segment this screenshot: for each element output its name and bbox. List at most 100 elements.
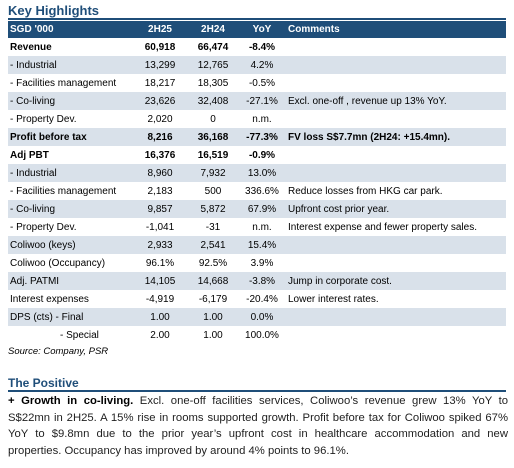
- cell-2h25: 2,020: [147, 113, 173, 125]
- positive-body: Excl. one-off facilities services, Coliw…: [8, 395, 508, 457]
- row-label: Revenue: [10, 41, 52, 53]
- cell-2h24: 5,872: [188, 200, 238, 218]
- cell-yoy: -20.4%: [246, 293, 278, 305]
- cell-yoy: -27.1%: [238, 92, 286, 110]
- source-note: Source: Company, PSR: [8, 346, 109, 357]
- cell-2h24: 500: [204, 185, 222, 197]
- row-label: - Industrial: [8, 164, 132, 182]
- cell-2h24: 14,668: [188, 272, 238, 290]
- table-row: - Co-living 23,626 32,408 -27.1% Excl. one-o…: [8, 92, 506, 110]
- cell-2h24: 12,765: [188, 56, 238, 74]
- table-row: Coliwoo (Occupancy) 96.1% 92.5% 3.9%: [8, 254, 506, 272]
- cell-comment: Upfront cost prior year.: [286, 200, 506, 218]
- cell-yoy: -3.8%: [238, 272, 286, 290]
- cell-2h24: 32,408: [188, 92, 238, 110]
- row-label: Adj. PATMI: [8, 272, 132, 290]
- table-row: - Facilities management 18,217 18,305 -0.5%: [8, 74, 506, 92]
- cell-2h25: -4,919: [145, 293, 175, 305]
- table-row: - Facilities management 2,183 500 336.6% Red…: [8, 182, 506, 200]
- cell-comment: [286, 74, 506, 92]
- cell-yoy: 336.6%: [245, 185, 279, 197]
- cell-comment: [286, 38, 506, 56]
- table-row: - Property Dev. 2,020 0 n.m.: [8, 110, 506, 128]
- cell-2h25: 23,626: [132, 92, 188, 110]
- table-row: Revenue 60,918 66,474 -8.4%: [8, 38, 506, 56]
- cell-comment: Interest expense and fewer property sale…: [288, 221, 477, 233]
- row-label: DPS (cts) - Final: [8, 308, 132, 326]
- row-label: - Facilities management: [10, 185, 117, 197]
- cell-yoy: n.m.: [252, 221, 272, 233]
- table-row: - Special 2.00 1.00 100.0%: [8, 326, 506, 344]
- cell-2h24: 66,474: [197, 41, 229, 53]
- table-row: Profit before tax 8,216 36,168 -77.3% FV los…: [8, 128, 506, 146]
- table-row: - Co-living 9,857 5,872 67.9% Upfront cost p…: [8, 200, 506, 218]
- cell-yoy: n.m.: [252, 113, 272, 125]
- cell-2h25: 13,299: [132, 56, 188, 74]
- title-divider: [8, 18, 506, 20]
- cell-2h24: 0: [210, 113, 216, 125]
- table-row: Interest expenses -4,919 -6,179 -20.4% Lower…: [8, 290, 506, 308]
- row-label: - Property Dev.: [10, 113, 77, 125]
- cell-yoy: 3.9%: [250, 257, 274, 269]
- cell-2h24: 18,305: [197, 77, 229, 89]
- table-row: Coliwoo (keys) 2,933 2,541 15.4%: [8, 236, 506, 254]
- cell-comment: FV loss S$7.7mn (2H24: +15.4mn).: [286, 128, 506, 146]
- cell-2h24: 7,932: [188, 164, 238, 182]
- cell-2h24: 1.00: [203, 329, 223, 341]
- table-header-row: SGD '000 2H25 2H24 YoY Comments: [8, 21, 506, 38]
- cell-comment: [286, 236, 506, 254]
- cell-comment: [286, 146, 506, 164]
- cell-yoy: 0.0%: [238, 308, 286, 326]
- cell-comment: [286, 326, 506, 344]
- cell-2h24: 2,541: [188, 236, 238, 254]
- row-label: Interest expenses: [10, 293, 89, 305]
- cell-comment: [286, 308, 506, 326]
- positive-lead: + Growth in co-living.: [8, 395, 134, 407]
- row-label: - Property Dev.: [10, 221, 77, 233]
- col-header-comments: Comments: [286, 21, 506, 38]
- cell-2h25: 18,217: [144, 77, 176, 89]
- cell-2h24: 36,168: [188, 128, 238, 146]
- cell-2h25: 2.00: [150, 329, 170, 341]
- key-highlights-title: Key Highlights: [8, 3, 100, 18]
- cell-yoy: 15.4%: [238, 236, 286, 254]
- cell-2h25: 8,216: [132, 128, 188, 146]
- cell-2h25: 8,960: [132, 164, 188, 182]
- cell-comment: Jump in corporate cost.: [286, 272, 506, 290]
- cell-2h25: 16,376: [144, 149, 176, 161]
- row-label: - Co-living: [8, 200, 132, 218]
- positive-title: The Positive: [8, 376, 79, 390]
- cell-yoy: -0.9%: [248, 149, 276, 161]
- table-body: Revenue 60,918 66,474 -8.4% - Industrial 13,2…: [8, 38, 506, 344]
- cell-yoy: 100.0%: [245, 329, 279, 341]
- positive-divider: [8, 390, 506, 392]
- cell-2h25: 2,933: [132, 236, 188, 254]
- cell-2h25: 14,105: [132, 272, 188, 290]
- cell-2h24: 92.5%: [198, 257, 228, 269]
- cell-2h25: 60,918: [144, 41, 176, 53]
- cell-yoy: -0.5%: [248, 77, 276, 89]
- cell-2h25: -1,041: [145, 221, 175, 233]
- cell-2h24: 1.00: [188, 308, 238, 326]
- cell-2h25: 2,183: [147, 185, 173, 197]
- cell-2h24: -31: [205, 221, 221, 233]
- row-label: - Industrial: [8, 56, 132, 74]
- cell-2h25: 1.00: [132, 308, 188, 326]
- cell-comment: [286, 56, 506, 74]
- cell-comment: [286, 110, 506, 128]
- cell-comment: Excl. one-off , revenue up 13% YoY.: [286, 92, 506, 110]
- table-row: Adj. PATMI 14,105 14,668 -3.8% Jump in corpo…: [8, 272, 506, 290]
- col-header-yoy: YoY: [238, 21, 286, 38]
- row-label: Adj PBT: [10, 149, 49, 161]
- col-header-2h24: 2H24: [188, 21, 238, 38]
- cell-comment: [286, 164, 506, 182]
- cell-comment: Reduce losses from HKG car park.: [288, 185, 443, 197]
- table-row: DPS (cts) - Final 1.00 1.00 0.0%: [8, 308, 506, 326]
- table-row: - Industrial 8,960 7,932 13.0%: [8, 164, 506, 182]
- table-row: - Property Dev. -1,041 -31 n.m. Interest exp…: [8, 218, 506, 236]
- table-row: - Industrial 13,299 12,765 4.2%: [8, 56, 506, 74]
- table-row: Adj PBT 16,376 16,519 -0.9%: [8, 146, 506, 164]
- col-header-2h25: 2H25: [132, 21, 188, 38]
- row-label: - Special: [60, 329, 99, 341]
- cell-comment: [286, 254, 506, 272]
